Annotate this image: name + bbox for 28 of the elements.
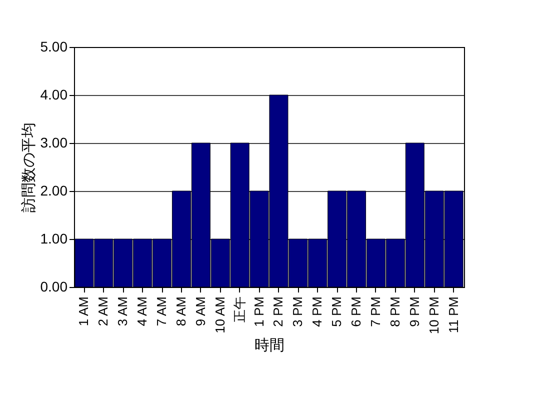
- x-tick-label: 3 AM: [115, 296, 130, 326]
- x-tick-label: 1 PM: [251, 296, 266, 327]
- x-tick-label: 4 AM: [134, 296, 150, 326]
- y-axis-title: 訪問数の平均: [20, 122, 38, 212]
- x-tick-label: 11 PM: [446, 296, 461, 334]
- x-tick-label: 7 AM: [154, 296, 170, 326]
- y-tick-label: 2.00: [40, 182, 68, 198]
- y-tick-label: 3.00: [40, 134, 68, 150]
- x-tick-label: 1 AM: [76, 296, 92, 326]
- x-tick-label: 10 PM: [426, 296, 442, 334]
- x-tick-label: 9 PM: [406, 296, 422, 327]
- y-tick-label: 5.00: [40, 38, 68, 54]
- x-tick-label: 10 AM: [212, 296, 228, 334]
- x-tick-label: 2 PM: [270, 296, 286, 327]
- x-tick-label: 3 PM: [290, 296, 306, 327]
- x-tick-label: 6 PM: [348, 296, 364, 327]
- x-tick-label: 9 AM: [192, 296, 208, 326]
- y-tick-label: 4.00: [40, 86, 68, 102]
- x-tick-label: 4 PM: [310, 296, 325, 327]
- x-tick-label: 正午: [232, 296, 247, 322]
- x-axis-title: 時間: [254, 337, 284, 354]
- x-tick-label: 8 AM: [173, 296, 188, 326]
- x-tick-label: 5 PM: [329, 296, 344, 327]
- x-tick-label: 8 PM: [387, 296, 402, 327]
- x-tick-label: 7 PM: [368, 296, 383, 327]
- y-tick-label: 1.00: [40, 230, 68, 246]
- x-tick-label: 2 AM: [96, 296, 111, 326]
- y-tick-label: 0.00: [40, 278, 68, 294]
